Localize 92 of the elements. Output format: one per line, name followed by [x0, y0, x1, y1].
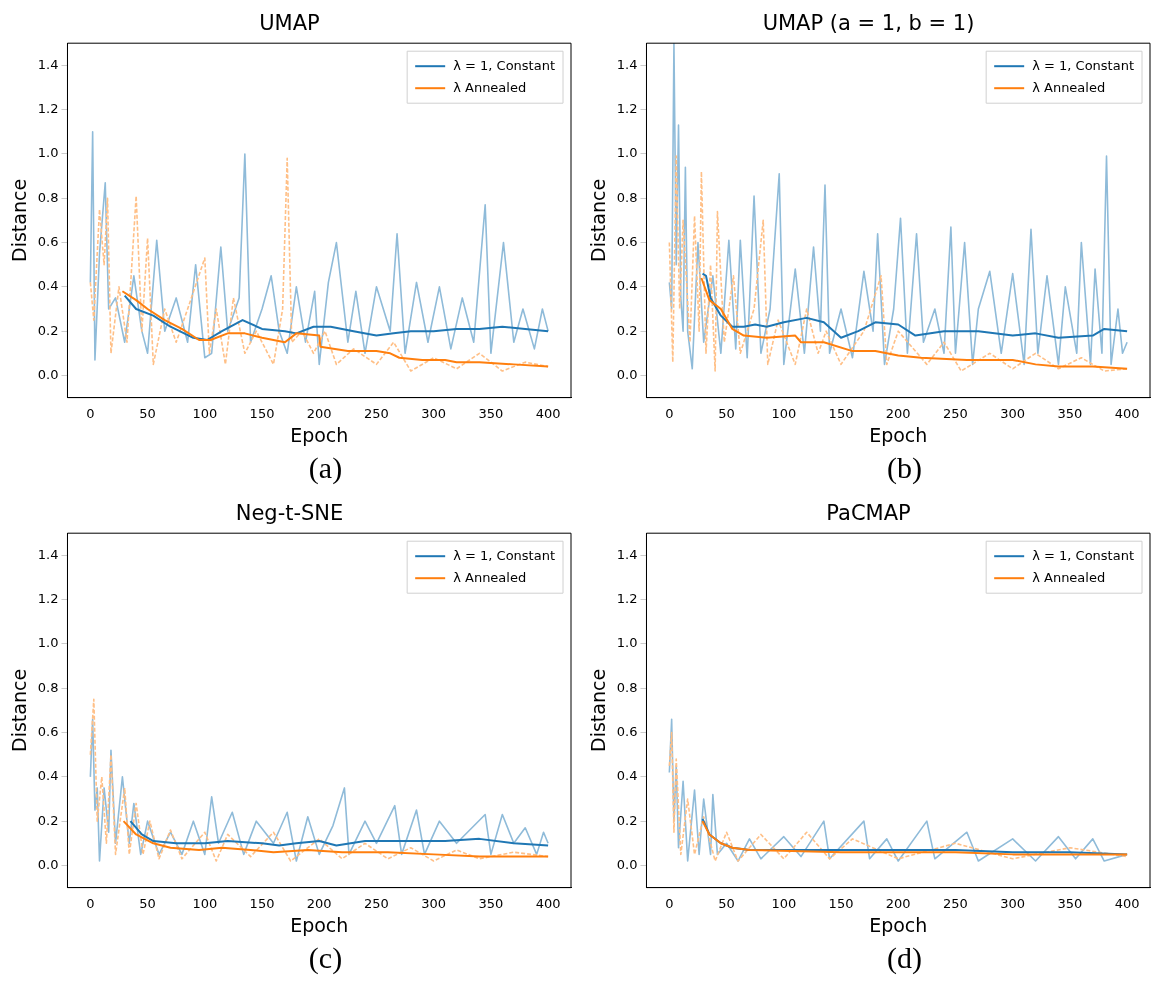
chart-title: UMAP (a = 1, b = 1)	[762, 11, 975, 36]
y-tick-label: 0.8	[37, 189, 59, 205]
y-tick-label: 0.2	[37, 322, 59, 338]
y-tick-label: 0.8	[616, 189, 638, 205]
x-tick-label: 400	[535, 895, 561, 911]
x-tick-label: 400	[1114, 405, 1140, 421]
x-tick-label: 200	[306, 895, 332, 911]
x-tick-label: 100	[771, 895, 797, 911]
y-tick-label: 1.4	[616, 546, 638, 562]
y-tick-label: 1.2	[616, 101, 638, 117]
text: (b)	[886, 450, 923, 486]
x-tick-label: 400	[1114, 895, 1140, 911]
y-tick-label: 1.2	[37, 101, 59, 117]
x-tick-label: 300	[421, 895, 447, 911]
y-tick-label: 0.6	[37, 233, 59, 249]
x-tick-label: 300	[1000, 895, 1026, 911]
y-tick-label: 0.0	[616, 366, 638, 382]
x-axis-title: Epoch	[290, 423, 349, 446]
x-tick-label: 0	[86, 895, 95, 911]
x-tick-label: 50	[139, 405, 156, 421]
y-tick-label: 1.0	[37, 145, 59, 161]
y-tick-label: 0.2	[616, 812, 638, 828]
y-axis-title: Distance	[8, 668, 31, 752]
legend-label: λ Annealed	[1032, 79, 1106, 95]
x-tick-label: 200	[885, 895, 911, 911]
y-tick-label: 0.6	[37, 723, 59, 739]
legend-label: λ Annealed	[453, 569, 527, 585]
y-tick-label: 0.4	[37, 768, 59, 784]
y-tick-label: 0.4	[616, 768, 638, 784]
x-tick-label: 200	[885, 405, 911, 421]
y-tick-label: 0.8	[616, 679, 638, 695]
y-tick-label: 1.0	[37, 635, 59, 651]
x-tick-label: 100	[771, 405, 797, 421]
y-axis-title: Distance	[587, 178, 610, 262]
x-tick-label: 100	[192, 405, 218, 421]
y-tick-label: 0.8	[37, 679, 59, 695]
x-tick-label: 350	[1057, 405, 1083, 421]
y-tick-label: 1.0	[616, 145, 638, 161]
legend-label: λ = 1, Constant	[1032, 57, 1135, 73]
x-tick-label: 150	[249, 405, 275, 421]
x-tick-label: 350	[478, 405, 504, 421]
legend-label: λ Annealed	[453, 79, 527, 95]
y-tick-label: 1.0	[616, 635, 638, 651]
y-tick-label: 1.4	[37, 56, 59, 72]
legend-label: λ = 1, Constant	[453, 57, 556, 73]
x-tick-label: 150	[828, 405, 854, 421]
x-tick-label: 50	[139, 895, 156, 911]
x-axis-title: Epoch	[869, 423, 928, 446]
legend-label: λ = 1, Constant	[1032, 547, 1135, 563]
x-tick-label: 250	[364, 895, 389, 911]
y-tick-label: 1.4	[616, 56, 638, 72]
text: (c)	[307, 940, 344, 976]
x-tick-label: 300	[1000, 405, 1026, 421]
x-axis-title: Epoch	[290, 913, 349, 936]
y-tick-label: 0.4	[37, 278, 59, 294]
x-tick-label: 300	[421, 405, 447, 421]
x-tick-label: 0	[665, 895, 674, 911]
x-tick-label: 250	[943, 895, 968, 911]
y-tick-label: 0.0	[37, 366, 59, 382]
x-tick-label: 400	[535, 405, 561, 421]
chart-title: UMAP	[259, 11, 320, 36]
text: (a)	[307, 450, 344, 486]
y-tick-label: 0.6	[616, 723, 638, 739]
x-tick-label: 0	[86, 405, 95, 421]
y-tick-label: 0.0	[616, 856, 638, 872]
legend-label: λ Annealed	[1032, 569, 1106, 585]
legend-label: λ = 1, Constant	[453, 547, 556, 563]
y-tick-label: 1.4	[37, 546, 59, 562]
x-tick-label: 250	[364, 405, 389, 421]
x-tick-label: 200	[306, 405, 332, 421]
x-tick-label: 150	[249, 895, 275, 911]
x-tick-label: 50	[718, 895, 735, 911]
x-tick-label: 0	[665, 405, 674, 421]
y-axis-title: Distance	[587, 668, 610, 752]
text: (d)	[886, 940, 923, 976]
x-tick-label: 150	[828, 895, 854, 911]
x-axis-title: Epoch	[869, 913, 928, 936]
y-tick-label: 0.0	[37, 856, 59, 872]
y-tick-label: 0.2	[37, 812, 59, 828]
y-tick-label: 0.2	[616, 322, 638, 338]
y-axis-title: Distance	[8, 178, 31, 262]
x-tick-label: 350	[1057, 895, 1083, 911]
x-tick-label: 250	[943, 405, 968, 421]
y-tick-label: 1.2	[37, 591, 59, 607]
y-tick-label: 0.4	[616, 278, 638, 294]
x-tick-label: 100	[192, 895, 218, 911]
y-tick-label: 1.2	[616, 591, 638, 607]
chart-title: PaCMAP	[826, 501, 911, 526]
x-tick-label: 50	[718, 405, 735, 421]
y-tick-label: 0.6	[616, 233, 638, 249]
chart-title: Neg-t-SNE	[235, 501, 344, 526]
x-tick-label: 350	[478, 895, 504, 911]
